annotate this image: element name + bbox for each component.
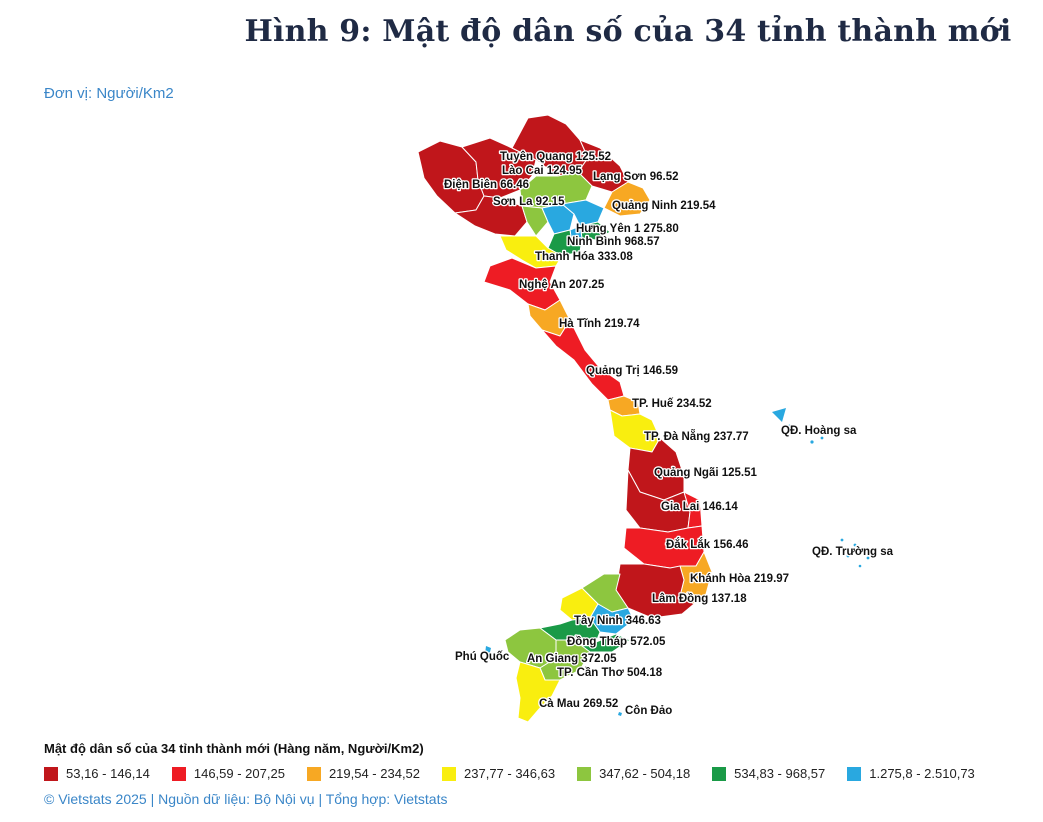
island-phu-quoc (485, 646, 491, 656)
legend-label: 237,77 - 346,63 (464, 766, 556, 781)
legend-item: 219,54 - 234,52 (306, 766, 421, 781)
label-da-nang: TP. Đà Nẵng 237.77 (644, 430, 749, 443)
label-con-dao: Côn Đảo (625, 705, 672, 717)
legend: 53,16 - 146,14 146,59 - 207,25 219,54 - … (44, 766, 1033, 781)
legend-swatch (44, 766, 58, 781)
legend-swatch (306, 766, 321, 781)
label-hoang-sa: QĐ. Hoàng sa (781, 425, 857, 437)
label-phu-quoc: Phú Quốc (455, 651, 510, 663)
legend-label: 1.275,8 - 2.510,73 (869, 766, 975, 781)
legend-swatch (442, 766, 457, 781)
label-lang-son: Lạng Sơn 96.52 (593, 171, 679, 183)
label-dak-lak: Đắk Lắk 156.46 (666, 538, 748, 551)
label-lam-dong: Lâm Đồng 137.18 (652, 593, 747, 605)
legend-label: 146,59 - 207,25 (193, 766, 285, 781)
label-hung-yen: Hưng Yên 1 275.80 (576, 223, 679, 235)
legend-swatch (712, 766, 727, 781)
legend-item: 146,59 - 207,25 (171, 766, 285, 781)
label-dien-bien: Điện Biên 66.46 (444, 179, 529, 191)
island-hoang-sa-flag-icon (772, 408, 786, 422)
label-quang-ngai: Quảng Ngãi 125.51 (654, 467, 758, 479)
label-son-la: Sơn La 92.15 (493, 196, 565, 208)
island-truong-sa-dot (853, 543, 857, 547)
choropleth-map: Tuyên Quang 125.52 Lào Cai 124.95 Lạng S… (417, 114, 895, 723)
island-con-dao (618, 712, 622, 716)
legend-item: 534,83 - 968,57 (712, 766, 825, 781)
label-dong-thap: Đồng Tháp 572.05 (567, 636, 666, 648)
label-lao-cai: Lào Cai 124.95 (502, 165, 583, 177)
label-an-giang: An Giang 372.05 (527, 653, 617, 665)
legend-label: 219,54 - 234,52 (328, 766, 421, 781)
label-nghe-an: Nghệ An 207.25 (519, 279, 605, 291)
label-tuyen-quang: Tuyên Quang 125.52 (500, 151, 611, 163)
label-thanh-hoa: Thanh Hóa 333.08 (535, 251, 633, 263)
island-truong-sa-dot (858, 564, 862, 568)
region-ca-mau[interactable] (515, 661, 561, 723)
island-truong-sa-dot (882, 551, 886, 555)
unit-label: Đơn vị: Người/Km2 (44, 85, 174, 102)
source-footer: © Vietstats 2025 | Nguồn dữ liệu: Bộ Nội… (44, 791, 448, 807)
legend-label: 347,62 - 504,18 (599, 766, 691, 781)
label-khanh-hoa: Khánh Hòa 219.97 (690, 573, 789, 585)
legend-label: 534,83 - 968,57 (734, 766, 826, 781)
island-hoang-sa-dot (820, 436, 824, 440)
legend-item: 347,62 - 504,18 (577, 766, 690, 781)
legend-swatch (171, 766, 186, 781)
legend-title: Mật độ dân số của 34 tỉnh thành mới (Hàn… (44, 741, 424, 756)
island-truong-sa-dot (840, 538, 844, 542)
label-ha-tinh: Hà Tĩnh 219.74 (559, 318, 640, 330)
label-can-tho: TP. Cần Thơ 504.18 (557, 667, 663, 679)
label-quang-tri: Quảng Trị 146.59 (586, 365, 678, 377)
legend-item: 237,77 - 346,63 (442, 766, 555, 781)
region-quang-tri[interactable] (541, 319, 625, 401)
label-ninh-binh: Ninh Bình 968.57 (567, 236, 660, 248)
region-quang-ninh[interactable] (603, 181, 651, 217)
legend-item: 1.275,8 - 2.510,73 (847, 766, 975, 781)
legend-label: 53,16 - 146,14 (66, 766, 150, 781)
island-truong-sa-dot (846, 554, 850, 558)
region-phu-tho[interactable] (521, 205, 549, 237)
legend-swatch (847, 766, 862, 781)
label-gia-lai: Gia Lai 146.14 (661, 501, 738, 513)
label-ca-mau: Cà Mau 269.52 (539, 698, 618, 710)
island-hoang-sa-dot (810, 440, 814, 444)
region-hcm[interactable] (589, 603, 635, 635)
region-thanh-hoa[interactable] (499, 235, 563, 269)
label-quang-ninh: Quảng Ninh 219.54 (612, 200, 716, 212)
label-truong-sa: QĐ. Trường sa (812, 546, 894, 558)
island-truong-sa-dot (866, 556, 870, 560)
legend-item: 53,16 - 146,14 (44, 766, 150, 781)
map-title: Hình 9: Mật độ dân số của 34 tỉnh thành … (244, 14, 1012, 49)
label-hue: TP. Huế 234.52 (632, 398, 712, 410)
legend-swatch (577, 766, 592, 781)
label-tay-ninh: Tây Ninh 346.63 (574, 615, 661, 627)
island-hoang-sa-dot (788, 424, 792, 428)
